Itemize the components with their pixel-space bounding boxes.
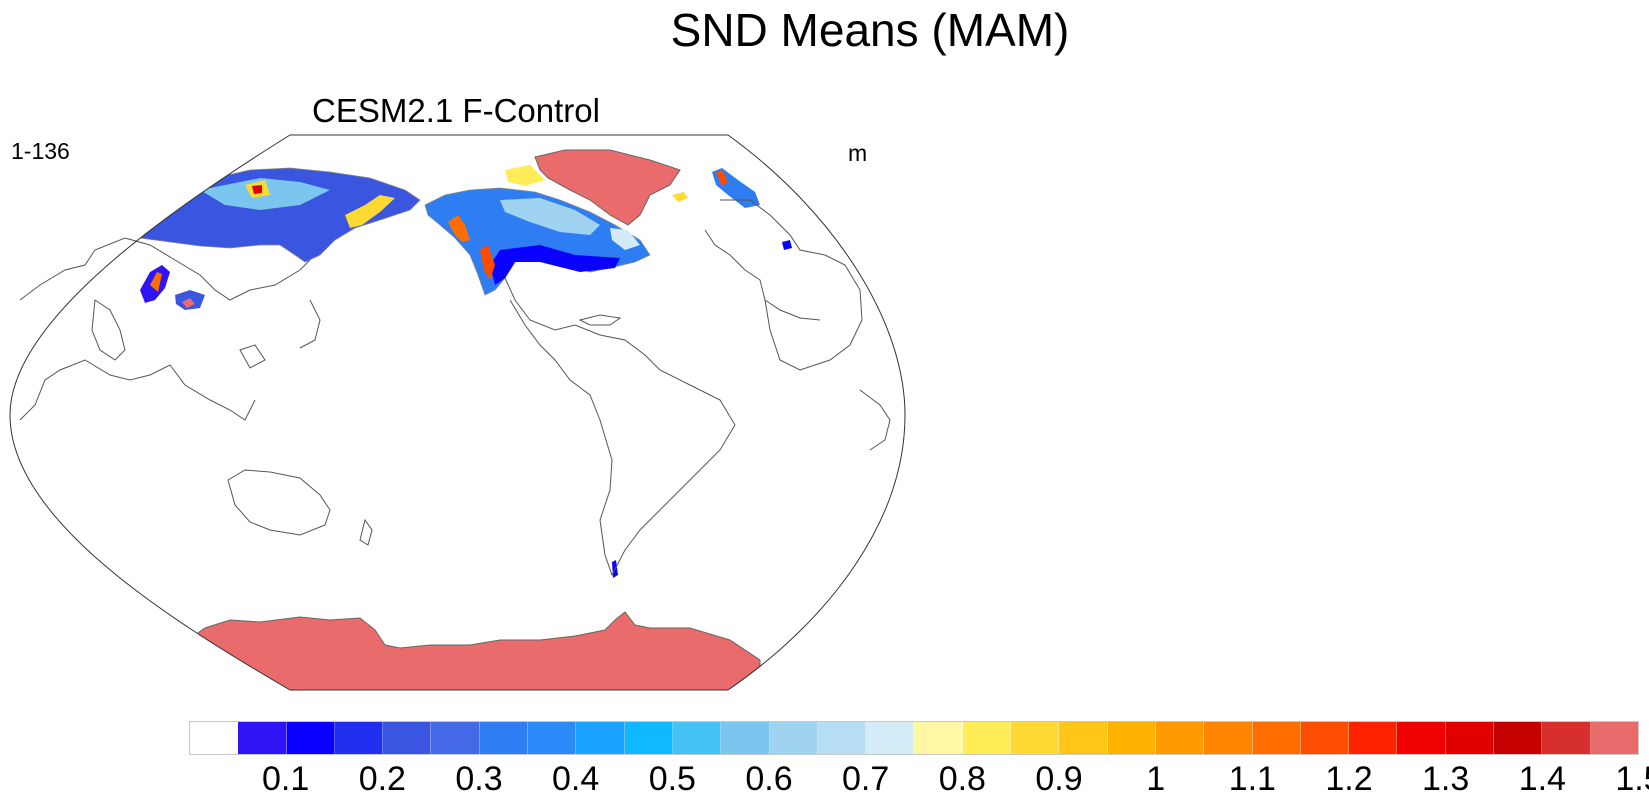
colorbar-tick-label: 1 bbox=[1146, 760, 1166, 798]
colorbar-swatch bbox=[1011, 722, 1060, 754]
colorbar-swatch bbox=[1059, 722, 1108, 754]
colorbar-tick-label: 1.3 bbox=[1422, 760, 1470, 798]
scandinavia-snow-peak bbox=[716, 170, 728, 186]
colorbar-tick-label: 0.8 bbox=[938, 760, 986, 798]
colorbar-swatch bbox=[190, 722, 239, 754]
colorbar-swatch bbox=[576, 722, 625, 754]
coastlines bbox=[19, 199, 891, 577]
alps-snow bbox=[782, 240, 792, 250]
colorbar-swatch bbox=[1542, 722, 1591, 754]
colorbar-tick-label: 0.1 bbox=[262, 760, 310, 798]
colorbar-swatch bbox=[914, 722, 963, 754]
colorbar-swatch bbox=[479, 722, 529, 754]
colorbar-swatch bbox=[1204, 722, 1253, 754]
colorbar-swatch bbox=[624, 722, 673, 754]
colorbar-swatch bbox=[817, 722, 867, 754]
colorbar-swatch bbox=[721, 722, 770, 754]
colorbar-swatch bbox=[962, 722, 1012, 754]
colorbar-swatch bbox=[1155, 722, 1205, 754]
colorbar-swatch bbox=[1349, 722, 1398, 754]
colorbar-tick-label: 1.2 bbox=[1325, 760, 1373, 798]
colorbar-swatch bbox=[286, 722, 335, 754]
kamchatka-snow bbox=[345, 195, 395, 228]
colorbar-swatch bbox=[1494, 722, 1543, 754]
colorbar-swatch bbox=[672, 722, 722, 754]
colorbar-swatch bbox=[1590, 722, 1638, 754]
colorbar-tick-label: 1.4 bbox=[1518, 760, 1566, 798]
iceland-snow bbox=[672, 192, 688, 202]
colorbar-swatch bbox=[1107, 722, 1156, 754]
time-range-label: 1-136 bbox=[11, 138, 70, 164]
colorbar-tick-label: 1.5 bbox=[1615, 760, 1649, 798]
north-america-snow-low bbox=[490, 245, 620, 285]
units-label: m bbox=[848, 140, 868, 166]
colorbar-swatch bbox=[866, 722, 915, 754]
colorbar-tick-label: 0.2 bbox=[358, 760, 406, 798]
tibet-snow-deep bbox=[150, 272, 162, 292]
figure-title: SND Means (MAM) bbox=[670, 4, 1070, 56]
alaska-snow bbox=[448, 215, 470, 242]
globe-outline bbox=[9, 134, 906, 691]
colorbar-tick-label: 0.9 bbox=[1035, 760, 1083, 798]
colorbar-tick-label: 0.3 bbox=[455, 760, 503, 798]
colorbar-tick-label: 0.7 bbox=[842, 760, 890, 798]
panel-title: CESM2.1 F-Control bbox=[312, 92, 600, 129]
labrador-snow bbox=[610, 228, 640, 250]
tibet-snow-3 bbox=[182, 298, 195, 308]
colorbar-swatch bbox=[769, 722, 818, 754]
colorbar-swatch bbox=[1300, 722, 1350, 754]
colorbar-tick-label: 0.4 bbox=[552, 760, 600, 798]
colorbar-swatch bbox=[528, 722, 577, 754]
greenland-snow bbox=[534, 149, 681, 226]
colorbar-swatch bbox=[1252, 722, 1301, 754]
colorbar bbox=[189, 721, 1639, 755]
colorbar-tick-label: 0.5 bbox=[648, 760, 696, 798]
colorbar-swatch bbox=[431, 722, 480, 754]
rockies-snow bbox=[480, 245, 495, 280]
colorbar-tick-label: 0.6 bbox=[745, 760, 793, 798]
antarctica-snow bbox=[149, 611, 761, 690]
north-america-snow-light bbox=[500, 198, 600, 235]
colorbar-tick-label: 1.1 bbox=[1228, 760, 1276, 798]
colorbar-swatch bbox=[238, 722, 287, 754]
eurasia-snow-max bbox=[252, 185, 262, 194]
colorbar-swatch bbox=[334, 722, 384, 754]
colorbar-swatch bbox=[1397, 722, 1446, 754]
colorbar-swatch bbox=[383, 722, 432, 754]
arctic-islands-snow bbox=[505, 165, 545, 186]
colorbar-swatch bbox=[1445, 722, 1495, 754]
